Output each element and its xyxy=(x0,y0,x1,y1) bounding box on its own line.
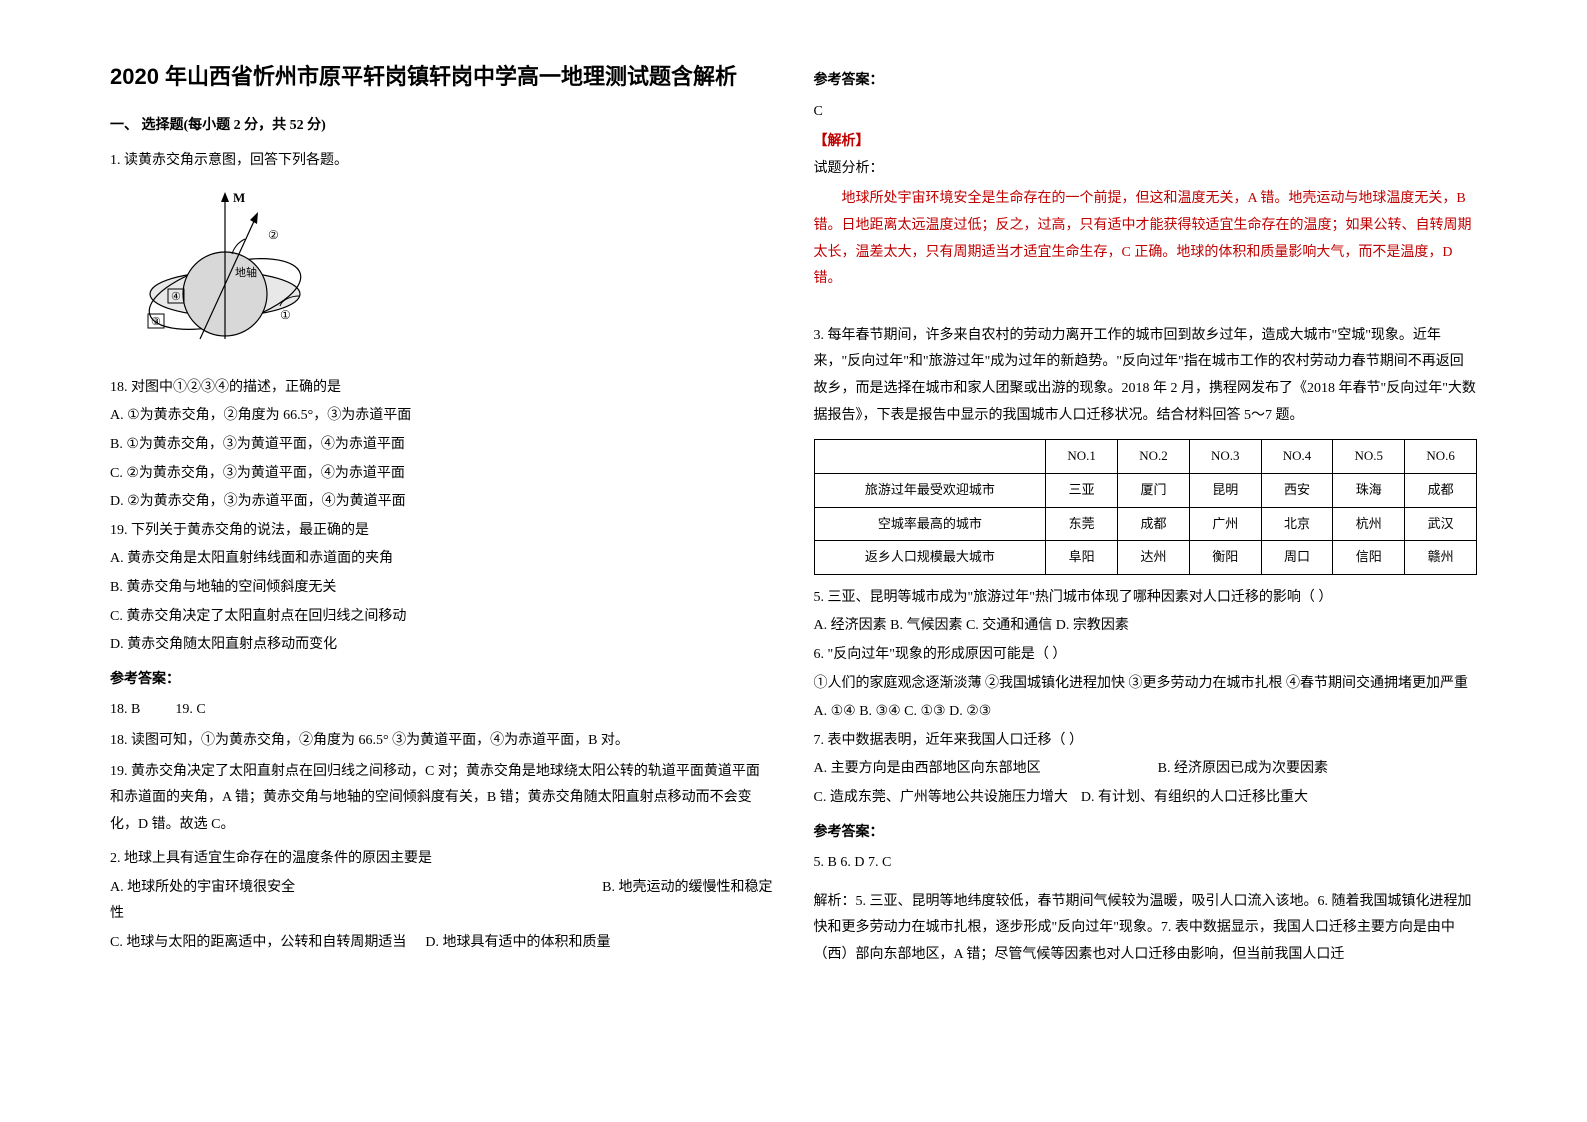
r1c5: 杭州 xyxy=(1333,507,1405,541)
q6-opts: A. ①④ B. ③④ C. ①③ D. ②③ xyxy=(814,699,1478,726)
r0c3: 昆明 xyxy=(1189,473,1261,507)
q2-stem: 2. 地球上具有适宜生命存在的温度条件的原因主要是 xyxy=(110,846,774,873)
q5-opts: A. 经济因素 B. 气候因素 C. 交通和通信 D. 宗教因素 xyxy=(814,613,1478,640)
label-3: ③ xyxy=(151,316,161,328)
tilted-arrowhead xyxy=(250,212,258,224)
q19-opt-c: C. 黄赤交角决定了太阳直射点在回归线之间移动 xyxy=(110,604,774,631)
right-column: 参考答案： C 【解析】 试题分析： 地球所处宇宙环境安全是生命存在的一个前提，… xyxy=(794,60,1498,1062)
r0c5: 珠海 xyxy=(1333,473,1405,507)
r0c1: 三亚 xyxy=(1046,473,1118,507)
q19-opt-d: D. 黄赤交角随太阳直射点移动而变化 xyxy=(110,632,774,659)
table-header-row: NO.1 NO.2 NO.3 NO.4 NO.5 NO.6 xyxy=(814,440,1477,474)
q19-opt-b: B. 黄赤交角与地轴的空间倾斜度无关 xyxy=(110,575,774,602)
label-4: ④ xyxy=(171,291,181,303)
q2-explain-label: 【解析】 xyxy=(814,129,1478,156)
axis-arrowhead xyxy=(221,192,229,202)
q3-intro: 3. 每年春节期间，许多来自农村的劳动力离开工作的城市回到故乡过年，造成大城市"… xyxy=(814,323,1478,429)
q6-stem: 6. "反向过年"现象的形成原因可能是（ ） xyxy=(814,642,1478,669)
q6-body: ①人们的家庭观念逐渐淡薄 ②我国城镇化进程加快 ③更多劳动力在城市扎根 ④春节期… xyxy=(814,671,1478,698)
q7-opt-b: B. 经济原因已成为次要因素 xyxy=(1158,761,1328,776)
q2-explain-red: 地球所处宇宙环境安全是生命存在的一个前提，但这和温度无关，A 错。地壳运动与地球… xyxy=(814,186,1478,292)
q1-answer-label: 参考答案： xyxy=(110,667,774,694)
ecliptic-diagram-svg: M ② 地轴 ④ ③ ① xyxy=(140,184,320,354)
q3-table: NO.1 NO.2 NO.3 NO.4 NO.5 NO.6 旅游过年最受欢迎城市… xyxy=(814,439,1478,575)
q1-stem: 1. 读黄赤交角示意图，回答下列各题。 xyxy=(110,148,774,175)
th-3: NO.3 xyxy=(1189,440,1261,474)
r0c0: 旅游过年最受欢迎城市 xyxy=(814,473,1046,507)
document-title: 2020 年山西省忻州市原平轩岗镇轩岗中学高一地理测试题含解析 xyxy=(110,60,774,93)
q18-opt-c: C. ②为黄赤交角，③为黄道平面，④为赤道平面 xyxy=(110,461,774,488)
r1c1: 东莞 xyxy=(1046,507,1118,541)
r1c6: 武汉 xyxy=(1405,507,1477,541)
q18-stem: 18. 对图中①②③④的描述，正确的是 xyxy=(110,375,774,402)
r2c6: 赣州 xyxy=(1405,541,1477,575)
r2c3: 衡阳 xyxy=(1189,541,1261,575)
table-row: 空城率最高的城市 东莞 成都 广州 北京 杭州 武汉 xyxy=(814,507,1477,541)
th-5: NO.5 xyxy=(1333,440,1405,474)
r1c0: 空城率最高的城市 xyxy=(814,507,1046,541)
q19-stem: 19. 下列关于黄赤交角的说法，最正确的是 xyxy=(110,518,774,545)
q1-diagram: M ② 地轴 ④ ③ ① xyxy=(140,184,774,365)
q18-opt-a: A. ①为黄赤交角，②角度为 66.5°，③为赤道平面 xyxy=(110,403,774,430)
r1c4: 北京 xyxy=(1261,507,1333,541)
q7-opt-d: D. 有计划、有组织的人口迁移比重大 xyxy=(1081,790,1308,805)
axis-text: 地轴 xyxy=(235,265,257,279)
q2-analysis-label: 试题分析： xyxy=(814,156,1478,183)
section-1-header: 一、 选择题(每小题 2 分，共 52 分) xyxy=(110,113,774,140)
left-column: 2020 年山西省忻州市原平轩岗镇轩岗中学高一地理测试题含解析 一、 选择题(每… xyxy=(90,60,794,1062)
r2c4: 周口 xyxy=(1261,541,1333,575)
th-0 xyxy=(814,440,1046,474)
q19-opt-a: A. 黄赤交角是太阳直射纬线面和赤道面的夹角 xyxy=(110,546,774,573)
q2-opt-c: C. 地球与太阳的距离适中，公转和自转周期适当 xyxy=(110,935,406,950)
table-row: 返乡人口规模最大城市 阜阳 达州 衡阳 周口 信阳 赣州 xyxy=(814,541,1477,575)
q3-answer-label: 参考答案： xyxy=(814,820,1478,847)
arrow-m-label: M xyxy=(233,190,245,205)
label-1: ① xyxy=(280,308,291,322)
q2-opt-a: A. 地球所处的宇宙环境很安全 xyxy=(110,880,295,895)
th-1: NO.1 xyxy=(1046,440,1118,474)
r2c5: 信阳 xyxy=(1333,541,1405,575)
table-row: 旅游过年最受欢迎城市 三亚 厦门 昆明 西安 珠海 成都 xyxy=(814,473,1477,507)
q3-answers: 5. B 6. D 7. C xyxy=(814,850,1478,877)
r0c4: 西安 xyxy=(1261,473,1333,507)
q1-answers: 18. B 19. C xyxy=(110,697,774,724)
q7-stem: 7. 表中数据表明，近年来我国人口迁移（ ） xyxy=(814,728,1478,755)
q5-stem: 5. 三亚、昆明等城市成为"旅游过年"热门城市体现了哪种因素对人口迁移的影响（ … xyxy=(814,585,1478,612)
r2c0: 返乡人口规模最大城市 xyxy=(814,541,1046,575)
q18-opt-b: B. ①为黄赤交角，③为黄道平面，④为赤道平面 xyxy=(110,432,774,459)
r1c3: 广州 xyxy=(1189,507,1261,541)
q7-opt-a: A. 主要方向是由西部地区向东部地区 xyxy=(814,761,1041,776)
q2-answer: C xyxy=(814,99,1478,126)
q1-explain18: 18. 读图可知，①为黄赤交角，②角度为 66.5° ③为黄道平面，④为赤道平面… xyxy=(110,728,774,755)
q1-explain19: 19. 黄赤交角决定了太阳直射点在回归线之间移动，C 对；黄赤交角是地球绕太阳公… xyxy=(110,759,774,839)
q2-answer-label: 参考答案： xyxy=(814,68,1478,95)
label-2: ② xyxy=(268,228,279,242)
q18-opt-d: D. ②为黄赤交角，③为赤道平面，④为黄道平面 xyxy=(110,489,774,516)
q7-opt-c: C. 造成东莞、广州等地公共设施压力增大 xyxy=(814,790,1068,805)
th-4: NO.4 xyxy=(1261,440,1333,474)
q7-row2: C. 造成东莞、广州等地公共设施压力增大 D. 有计划、有组织的人口迁移比重大 xyxy=(814,785,1478,812)
th-2: NO.2 xyxy=(1118,440,1190,474)
r0c2: 厦门 xyxy=(1118,473,1190,507)
q3-explain: 解析：5. 三亚、昆明等地纬度较低，春节期间气候较为温暖，吸引人口流入该地。6.… xyxy=(814,889,1478,969)
q7-row1: A. 主要方向是由西部地区向东部地区 B. 经济原因已成为次要因素 xyxy=(814,756,1478,783)
th-6: NO.6 xyxy=(1405,440,1477,474)
q2-row2: C. 地球与太阳的距离适中，公转和自转周期适当 D. 地球具有适中的体积和质量 xyxy=(110,930,774,957)
r1c2: 成都 xyxy=(1118,507,1190,541)
q2-opt-d: D. 地球具有适中的体积和质量 xyxy=(425,935,610,950)
r0c6: 成都 xyxy=(1405,473,1477,507)
q2-row1: A. 地球所处的宇宙环境很安全 B. 地壳运动的缓慢性和稳定性 xyxy=(110,875,774,928)
r2c2: 达州 xyxy=(1118,541,1190,575)
r2c1: 阜阳 xyxy=(1046,541,1118,575)
